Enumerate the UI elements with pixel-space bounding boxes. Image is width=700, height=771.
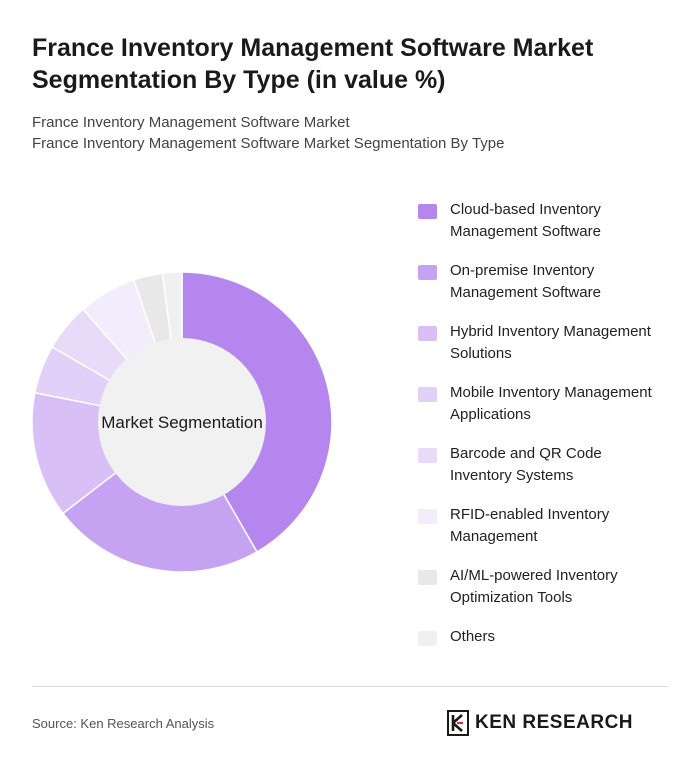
- legend-label: Solutions: [450, 345, 512, 362]
- legend-item: On-premise Inventory Management Software: [418, 260, 680, 321]
- legend-swatch: [418, 570, 437, 585]
- ken-research-logo-icon: [447, 710, 469, 736]
- legend-swatch: [418, 387, 437, 402]
- legend-label: Inventory Systems: [450, 467, 574, 484]
- legend-item: AI/ML-powered Inventory Optimization Tool…: [418, 565, 680, 626]
- donut-hole: [98, 338, 266, 506]
- legend-label: Management Software: [450, 284, 601, 301]
- legend-item: Mobile Inventory Management Applications: [418, 382, 680, 443]
- subtitle-line: France Inventory Management Software Mar…: [32, 135, 505, 152]
- chart-legend: Cloud-based Inventory Management Software…: [418, 199, 680, 687]
- donut-chart: Market Segmentation: [31, 271, 333, 573]
- legend-label: Others: [450, 628, 496, 645]
- source-note: Source: Ken Research Analysis: [32, 716, 215, 731]
- legend-label: Cloud-based Inventory: [450, 201, 601, 218]
- legend-label: Optimization Tools: [450, 589, 573, 606]
- legend-label: Barcode and QR Code: [450, 445, 602, 462]
- logo-text: KEN RESEARCH: [475, 712, 634, 733]
- legend-item: Cloud-based Inventory Management Software: [418, 199, 680, 260]
- legend-label: AI/ML-powered Inventory: [450, 567, 618, 584]
- ken-research-logo: KEN RESEARCH: [447, 710, 633, 736]
- legend-swatch: [418, 204, 437, 219]
- legend-swatch: [418, 265, 437, 280]
- chart-subtitle: France Inventory Management Software Mar…: [32, 112, 672, 154]
- legend-label: Hybrid Inventory Management: [450, 323, 651, 340]
- chart-title: France Inventory Management Software Mar…: [32, 34, 594, 94]
- legend-item: Hybrid Inventory Management Solutions: [418, 321, 680, 382]
- donut-center-label: Market Segmentation: [101, 413, 263, 432]
- legend-item: Others: [418, 626, 680, 687]
- legend-item: Barcode and QR Code Inventory Systems: [418, 443, 680, 504]
- legend-swatch: [418, 631, 437, 646]
- legend-label: On-premise Inventory: [450, 262, 595, 279]
- legend-label: Mobile Inventory Management: [450, 384, 652, 401]
- legend-label: Applications: [450, 406, 531, 423]
- legend-label: Management Software: [450, 223, 601, 240]
- legend-swatch: [418, 448, 437, 463]
- legend-swatch: [418, 326, 437, 341]
- legend-label: RFID-enabled Inventory: [450, 506, 610, 523]
- legend-label: Management: [450, 528, 538, 545]
- footer-divider: [32, 686, 668, 687]
- subtitle-line: France Inventory Management Software Mar…: [32, 114, 350, 131]
- legend-swatch: [418, 509, 437, 524]
- legend-item: RFID-enabled Inventory Management: [418, 504, 680, 565]
